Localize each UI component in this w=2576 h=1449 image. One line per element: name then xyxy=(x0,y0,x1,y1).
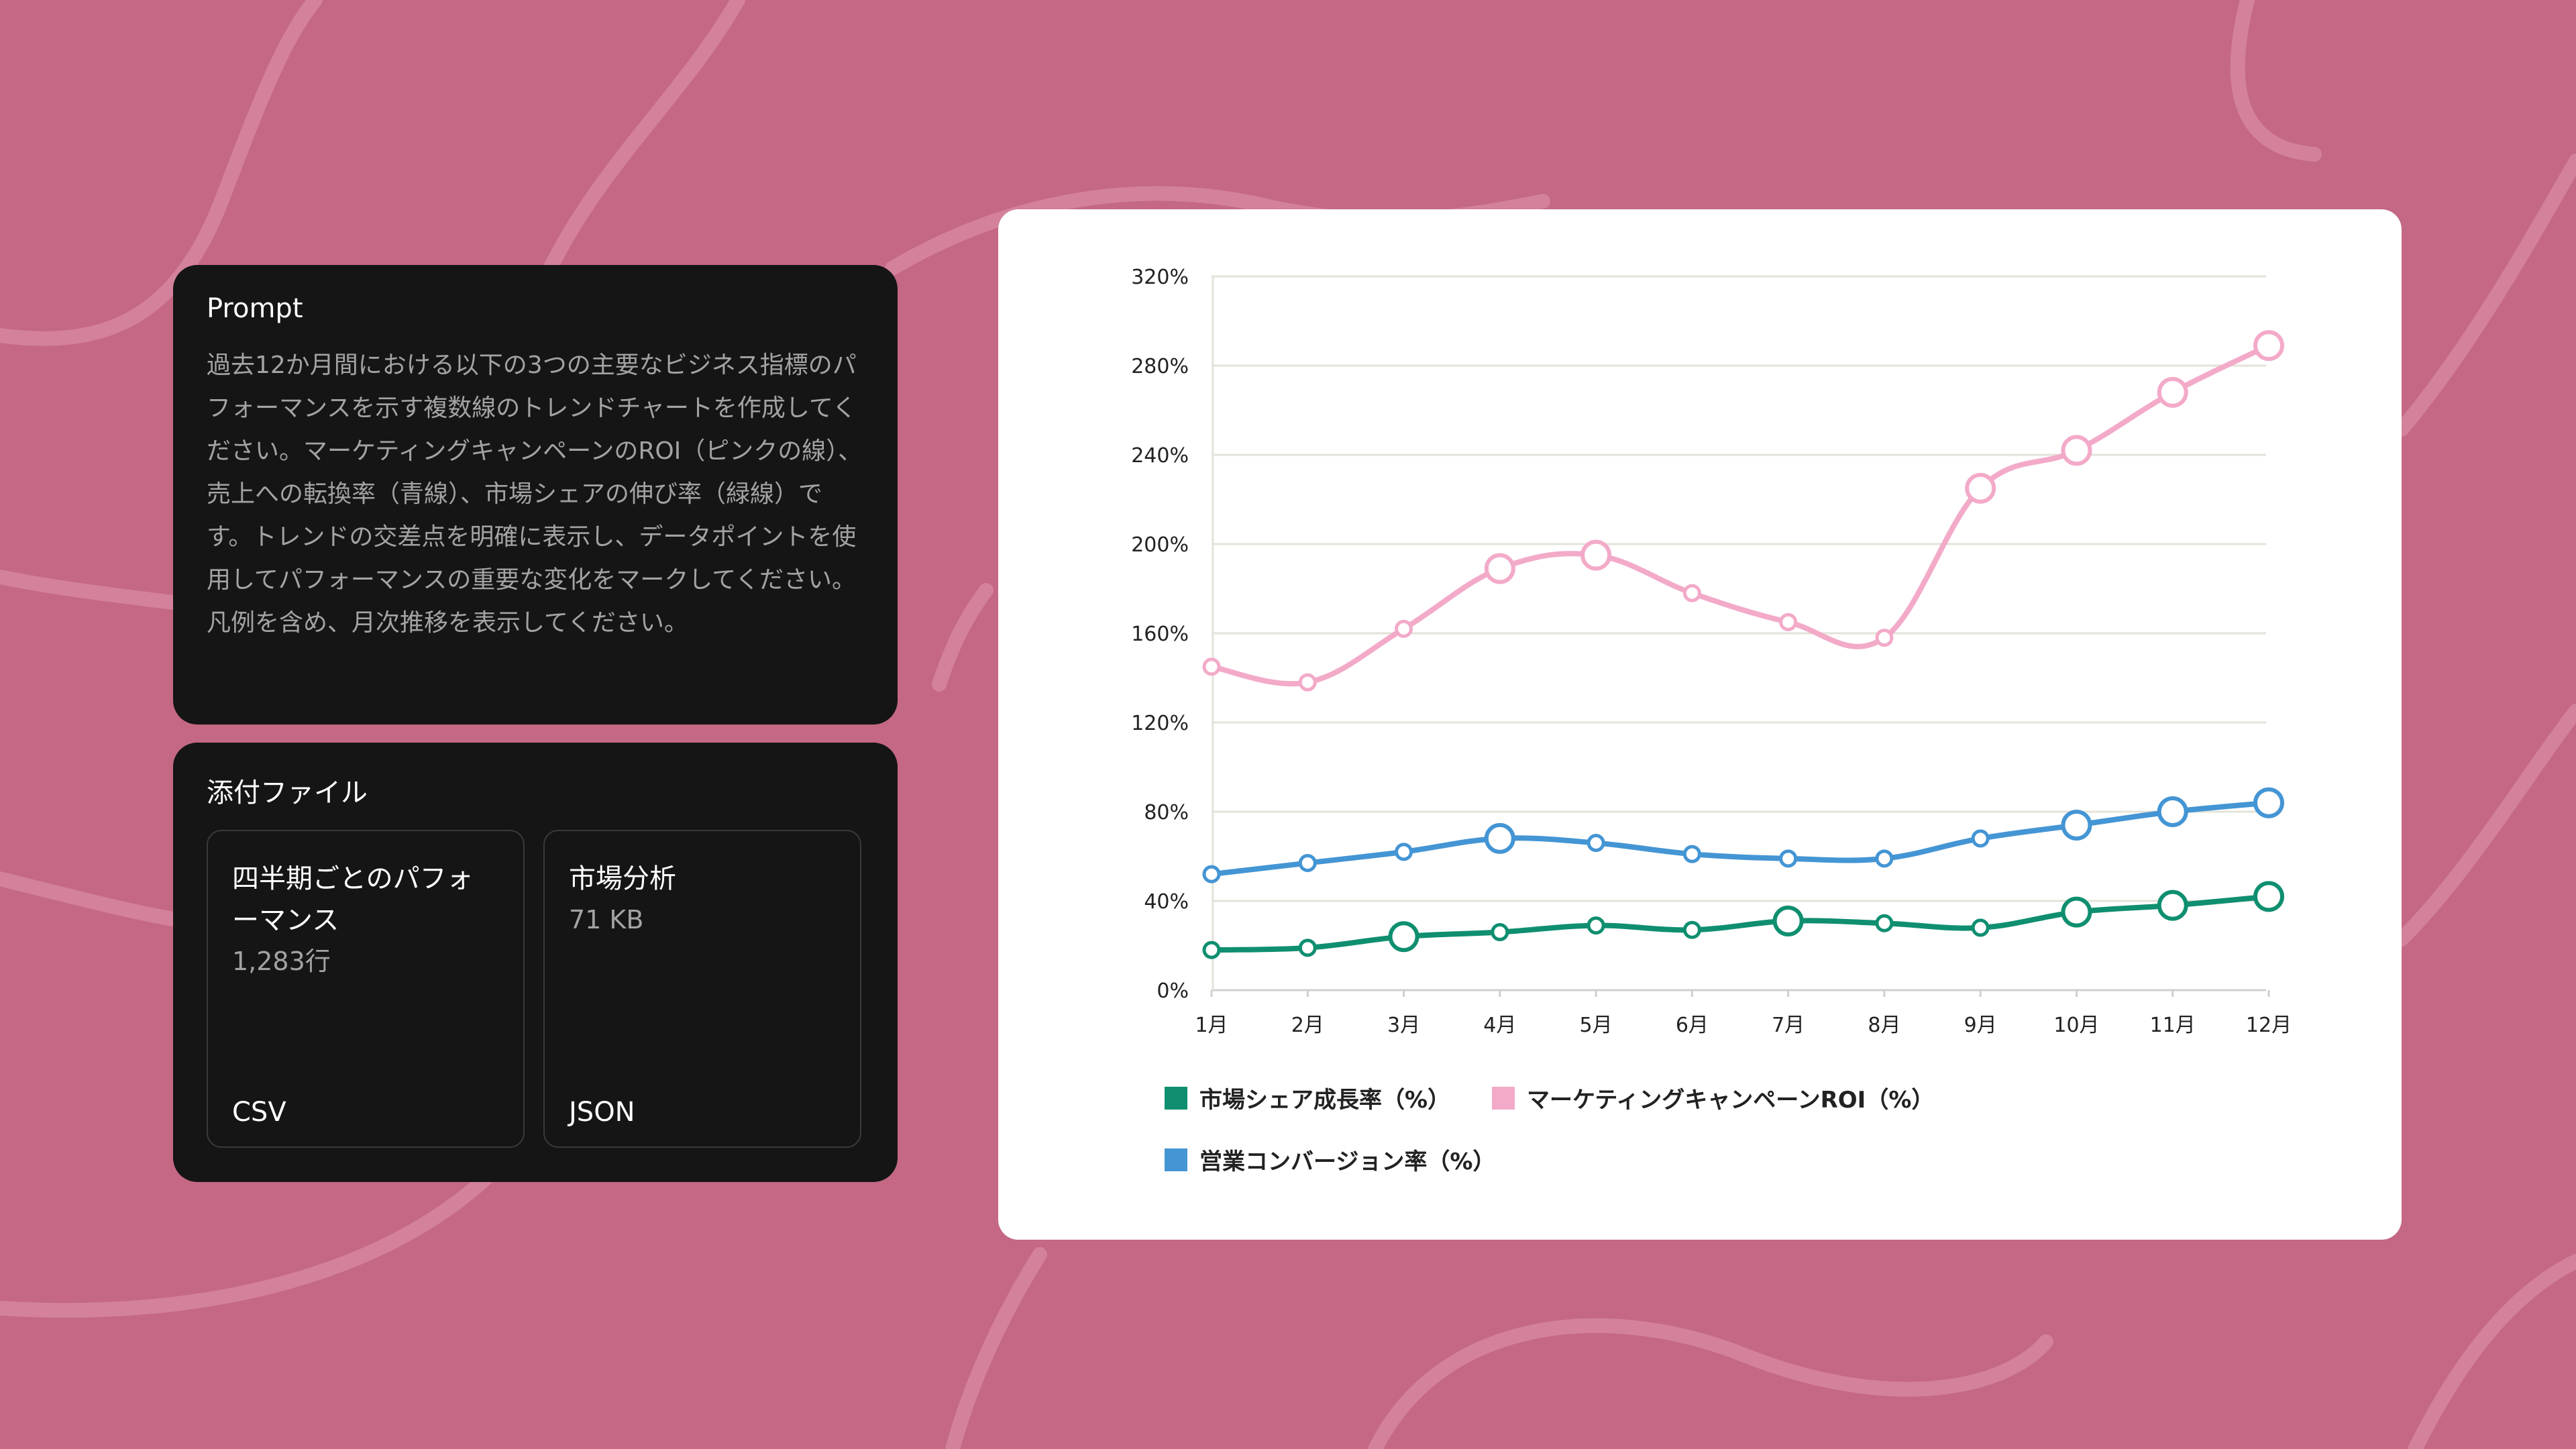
prompt-title: Prompt xyxy=(207,293,303,324)
attachments-card: 添付ファイル 四半期ごとのパフォーマンス 1,283行 CSV 市場分析 71 … xyxy=(173,743,898,1182)
highlight-point xyxy=(1580,539,1612,571)
data-point xyxy=(1779,612,1798,631)
x-tick-label: 3月 xyxy=(1387,1014,1420,1037)
highlight-point xyxy=(2253,881,2284,912)
legend-item-marketing-roi: マーケティングキャンペーンROI（%） xyxy=(1492,1081,1934,1114)
legend-label: 営業コンバージョン率（%） xyxy=(1199,1148,1496,1175)
data-point xyxy=(1491,923,1509,942)
x-tick-label: 5月 xyxy=(1580,1014,1613,1037)
highlight-point xyxy=(1772,905,1804,936)
y-tick-label: 120% xyxy=(1131,712,1189,735)
data-point xyxy=(1682,584,1701,602)
highlight-point xyxy=(2061,435,2092,466)
data-point xyxy=(1682,845,1701,863)
highlight-point xyxy=(2157,796,2188,827)
x-tick-label: 2月 xyxy=(1291,1014,1324,1037)
x-tick-label: 7月 xyxy=(1772,1014,1805,1037)
data-point xyxy=(1779,849,1798,868)
legend-swatch-blue xyxy=(1165,1148,1187,1171)
highlight-point xyxy=(1388,921,1419,953)
file-meta: 1,283行 xyxy=(232,947,331,976)
data-point xyxy=(1587,834,1605,853)
y-tick-label: 80% xyxy=(1144,801,1189,824)
data-point xyxy=(1298,938,1317,957)
attachment-file-json[interactable]: 市場分析 71 KB JSON xyxy=(543,830,861,1148)
prompt-card: Prompt 過去12か月間における以下の3つの主要なビジネス指標のパフォーマン… xyxy=(173,265,898,724)
y-tick-label: 0% xyxy=(1157,979,1189,1003)
highlight-point xyxy=(2157,376,2188,408)
data-point xyxy=(1202,657,1221,676)
y-tick-label: 40% xyxy=(1144,890,1189,914)
data-point xyxy=(1875,849,1894,868)
file-meta: 71 KB xyxy=(569,905,644,934)
file-type: JSON xyxy=(569,1097,635,1128)
highlight-point xyxy=(1965,472,1996,504)
highlight-point xyxy=(2061,809,2092,841)
file-name: 四半期ごとのパフォーマンス xyxy=(232,863,474,936)
chart-card: 0% 40% 80% 120% 160% 200% 240% 280% 320% 1月 2月 3月 4月… xyxy=(998,209,2402,1240)
series-line xyxy=(1211,800,2269,877)
legend-item-sales-conversion: 営業コンバージョン率（%） xyxy=(1165,1143,1495,1176)
x-tick-label: 8月 xyxy=(1868,1014,1900,1037)
data-point xyxy=(1971,829,1990,848)
y-tick-label: 280% xyxy=(1131,355,1189,378)
series-line xyxy=(1211,894,2269,953)
highlight-point xyxy=(1484,822,1515,854)
highlight-point xyxy=(2253,787,2284,818)
legend-swatch-pink xyxy=(1492,1086,1515,1110)
data-point xyxy=(1875,629,1894,647)
data-point xyxy=(1587,916,1605,935)
line-chart: 0% 40% 80% 120% 160% 200% 240% 280% 320% 1月 2月 3月 4月… xyxy=(1131,266,2292,1037)
y-tick-label: 160% xyxy=(1131,623,1189,646)
data-point xyxy=(1682,920,1701,939)
x-tick-label: 9月 xyxy=(1964,1014,1997,1037)
data-point xyxy=(1395,619,1413,638)
x-tick-label: 10月 xyxy=(2053,1014,2099,1037)
data-point xyxy=(1395,843,1413,861)
data-point xyxy=(1971,918,1990,937)
data-point xyxy=(1298,673,1317,692)
legend-swatch-green xyxy=(1165,1086,1187,1110)
y-tick-label: 320% xyxy=(1131,266,1189,289)
highlight-point xyxy=(1484,553,1515,584)
data-point xyxy=(1202,941,1221,959)
x-tick-label: 1月 xyxy=(1195,1014,1228,1037)
data-point xyxy=(1202,865,1221,883)
legend-item-market-share: 市場シェア成長率（%） xyxy=(1165,1081,1450,1114)
highlight-point xyxy=(2157,890,2188,921)
y-tick-label: 200% xyxy=(1131,533,1189,557)
y-tick-label: 240% xyxy=(1131,444,1189,468)
x-tick-label: 12月 xyxy=(2246,1014,2292,1037)
data-point xyxy=(1298,853,1317,872)
x-tick-label: 6月 xyxy=(1676,1014,1709,1037)
data-point xyxy=(1875,914,1894,932)
attachment-file-csv[interactable]: 四半期ごとのパフォーマンス 1,283行 CSV xyxy=(207,830,525,1148)
prompt-text: 過去12か月間における以下の3つの主要なビジネス指標のパフォーマンスを示す複数線… xyxy=(207,352,863,637)
attachments-title: 添付ファイル xyxy=(207,777,368,808)
file-name: 市場分析 xyxy=(569,863,676,894)
file-type: CSV xyxy=(232,1097,286,1128)
x-tick-label: 4月 xyxy=(1483,1014,1516,1037)
x-tick-label: 11月 xyxy=(2150,1014,2196,1037)
highlight-point xyxy=(2253,330,2284,362)
highlight-point xyxy=(2061,896,2092,928)
legend-label: マーケティングキャンペーンROI（%） xyxy=(1527,1087,1935,1114)
legend-label: 市場シェア成長率（%） xyxy=(1199,1087,1451,1114)
